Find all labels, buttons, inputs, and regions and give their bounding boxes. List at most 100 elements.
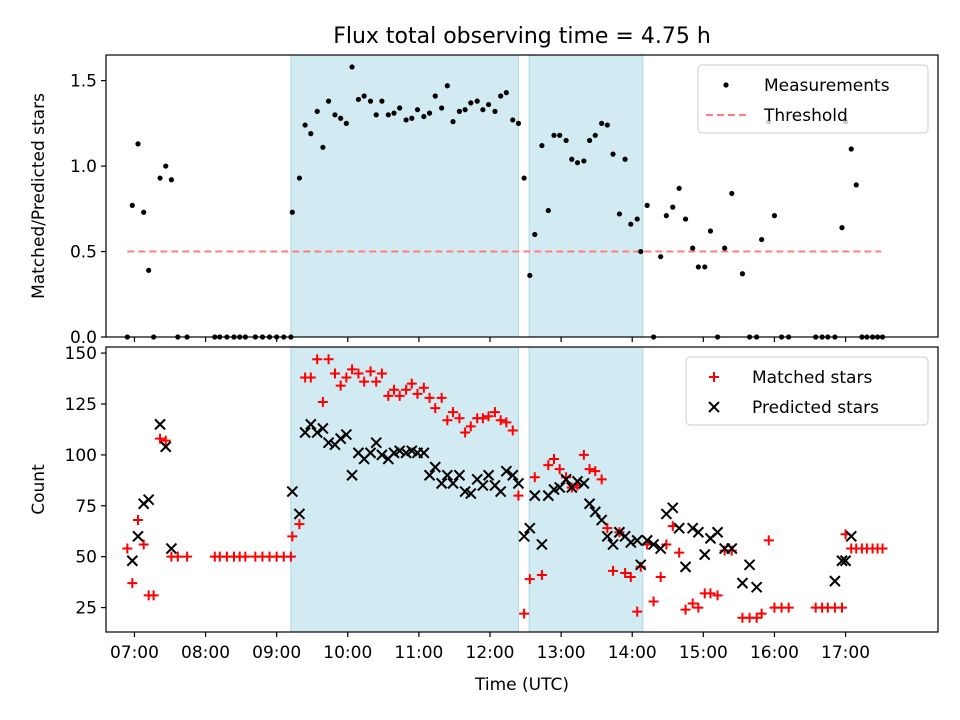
matched-point [608, 565, 619, 576]
matched-point [436, 392, 447, 403]
measurement-point [515, 120, 522, 126]
legend-marker-measurements [723, 82, 729, 88]
predicted-point [726, 542, 738, 555]
measurement-point [771, 213, 778, 219]
matched-point [625, 572, 636, 583]
measurement-point [456, 108, 463, 114]
predicted-point [578, 477, 590, 490]
measurement-point [610, 151, 616, 157]
measurement-point [302, 122, 308, 128]
matched-point [578, 449, 589, 460]
matched-point [632, 606, 643, 617]
predicted-point [154, 418, 166, 431]
matched-point [477, 413, 488, 424]
measurement-point [385, 112, 391, 118]
predicted-point [376, 449, 388, 461]
matched-point [655, 572, 666, 583]
y-axis-label: Count [29, 464, 49, 515]
predicted-point [477, 479, 489, 492]
predicted-point [418, 447, 430, 459]
y-tick-label: 1.5 [70, 72, 97, 92]
measurement-point [521, 175, 527, 181]
matched-point [294, 519, 305, 530]
predicted-point [607, 538, 619, 551]
matched-point [529, 472, 540, 483]
x-tick-label: 10:00 [323, 643, 372, 663]
measurement-point [722, 245, 728, 251]
measurement-point [414, 107, 421, 113]
top-panel-ratio: 0.0 0.5 1.0 1.5 Matched/Predicted stars Measu… [29, 54, 939, 348]
predicted-point [635, 559, 647, 571]
predicted-point [126, 555, 139, 567]
matched-point [507, 425, 518, 436]
matched-point [524, 574, 535, 585]
matched-point [122, 543, 133, 554]
predicted-point [507, 469, 519, 481]
measurement-point [604, 122, 610, 128]
legend-label: Measurements [764, 76, 890, 96]
measurement-point [527, 272, 533, 279]
measurement-point [690, 245, 696, 251]
predicted-point [553, 481, 566, 494]
measurement-point [373, 112, 379, 118]
matched-point [148, 590, 159, 601]
measurement-point [432, 93, 438, 99]
axes-frame [105, 346, 939, 633]
measurement-point [707, 228, 714, 234]
matched-point [155, 433, 166, 444]
x-tick-label: 07:00 [110, 643, 159, 663]
matched-point [513, 490, 524, 501]
measurement-point [563, 137, 569, 144]
measurement-point [391, 110, 397, 116]
predicted-point [692, 526, 705, 538]
observing-window-span [290, 54, 519, 338]
predicted-point [305, 418, 317, 431]
matched-point [460, 427, 471, 438]
matched-point [584, 464, 595, 475]
predicted-point [370, 436, 382, 449]
matched-point [353, 368, 364, 379]
measurement-point [759, 236, 765, 243]
matched-point [347, 364, 358, 375]
measurement-point [532, 231, 538, 238]
legend-box [697, 64, 929, 134]
matched-point [687, 598, 698, 609]
matched-point [448, 407, 459, 418]
matched-point [172, 551, 183, 562]
measurement-point [592, 132, 598, 138]
predicted-point [673, 522, 685, 534]
measurement-point [474, 98, 480, 104]
measurement-point [670, 204, 676, 210]
matched-point [712, 590, 723, 601]
matched-point [596, 474, 607, 485]
matched-point [305, 372, 316, 383]
predicted-point [750, 581, 763, 593]
matched-point [412, 388, 423, 399]
measurement-point [663, 213, 669, 219]
predicted-point [699, 548, 711, 561]
matched-point [312, 354, 323, 365]
matched-point [127, 578, 138, 589]
matched-point [359, 376, 370, 387]
matched-point [693, 602, 704, 613]
measurement-point [129, 202, 135, 208]
predicted-point [613, 526, 626, 538]
x-tick-label: 14:00 [608, 643, 657, 663]
series-predicted-stars [126, 418, 857, 593]
predicted-point [453, 469, 466, 481]
predicted-point [524, 522, 536, 534]
measurement-point [729, 190, 735, 197]
matched-point [763, 535, 774, 546]
measurement-point [586, 137, 593, 144]
measurement-point [289, 209, 295, 215]
measurement-point [338, 115, 344, 121]
measurement-point [403, 117, 409, 123]
predicted-point [165, 542, 178, 555]
matched-point [602, 523, 613, 534]
matched-point [877, 543, 888, 554]
matched-point [371, 376, 382, 387]
predicted-point [447, 477, 459, 490]
matched-point [394, 390, 405, 401]
matched-point [365, 366, 376, 377]
measurement-point [599, 120, 605, 126]
